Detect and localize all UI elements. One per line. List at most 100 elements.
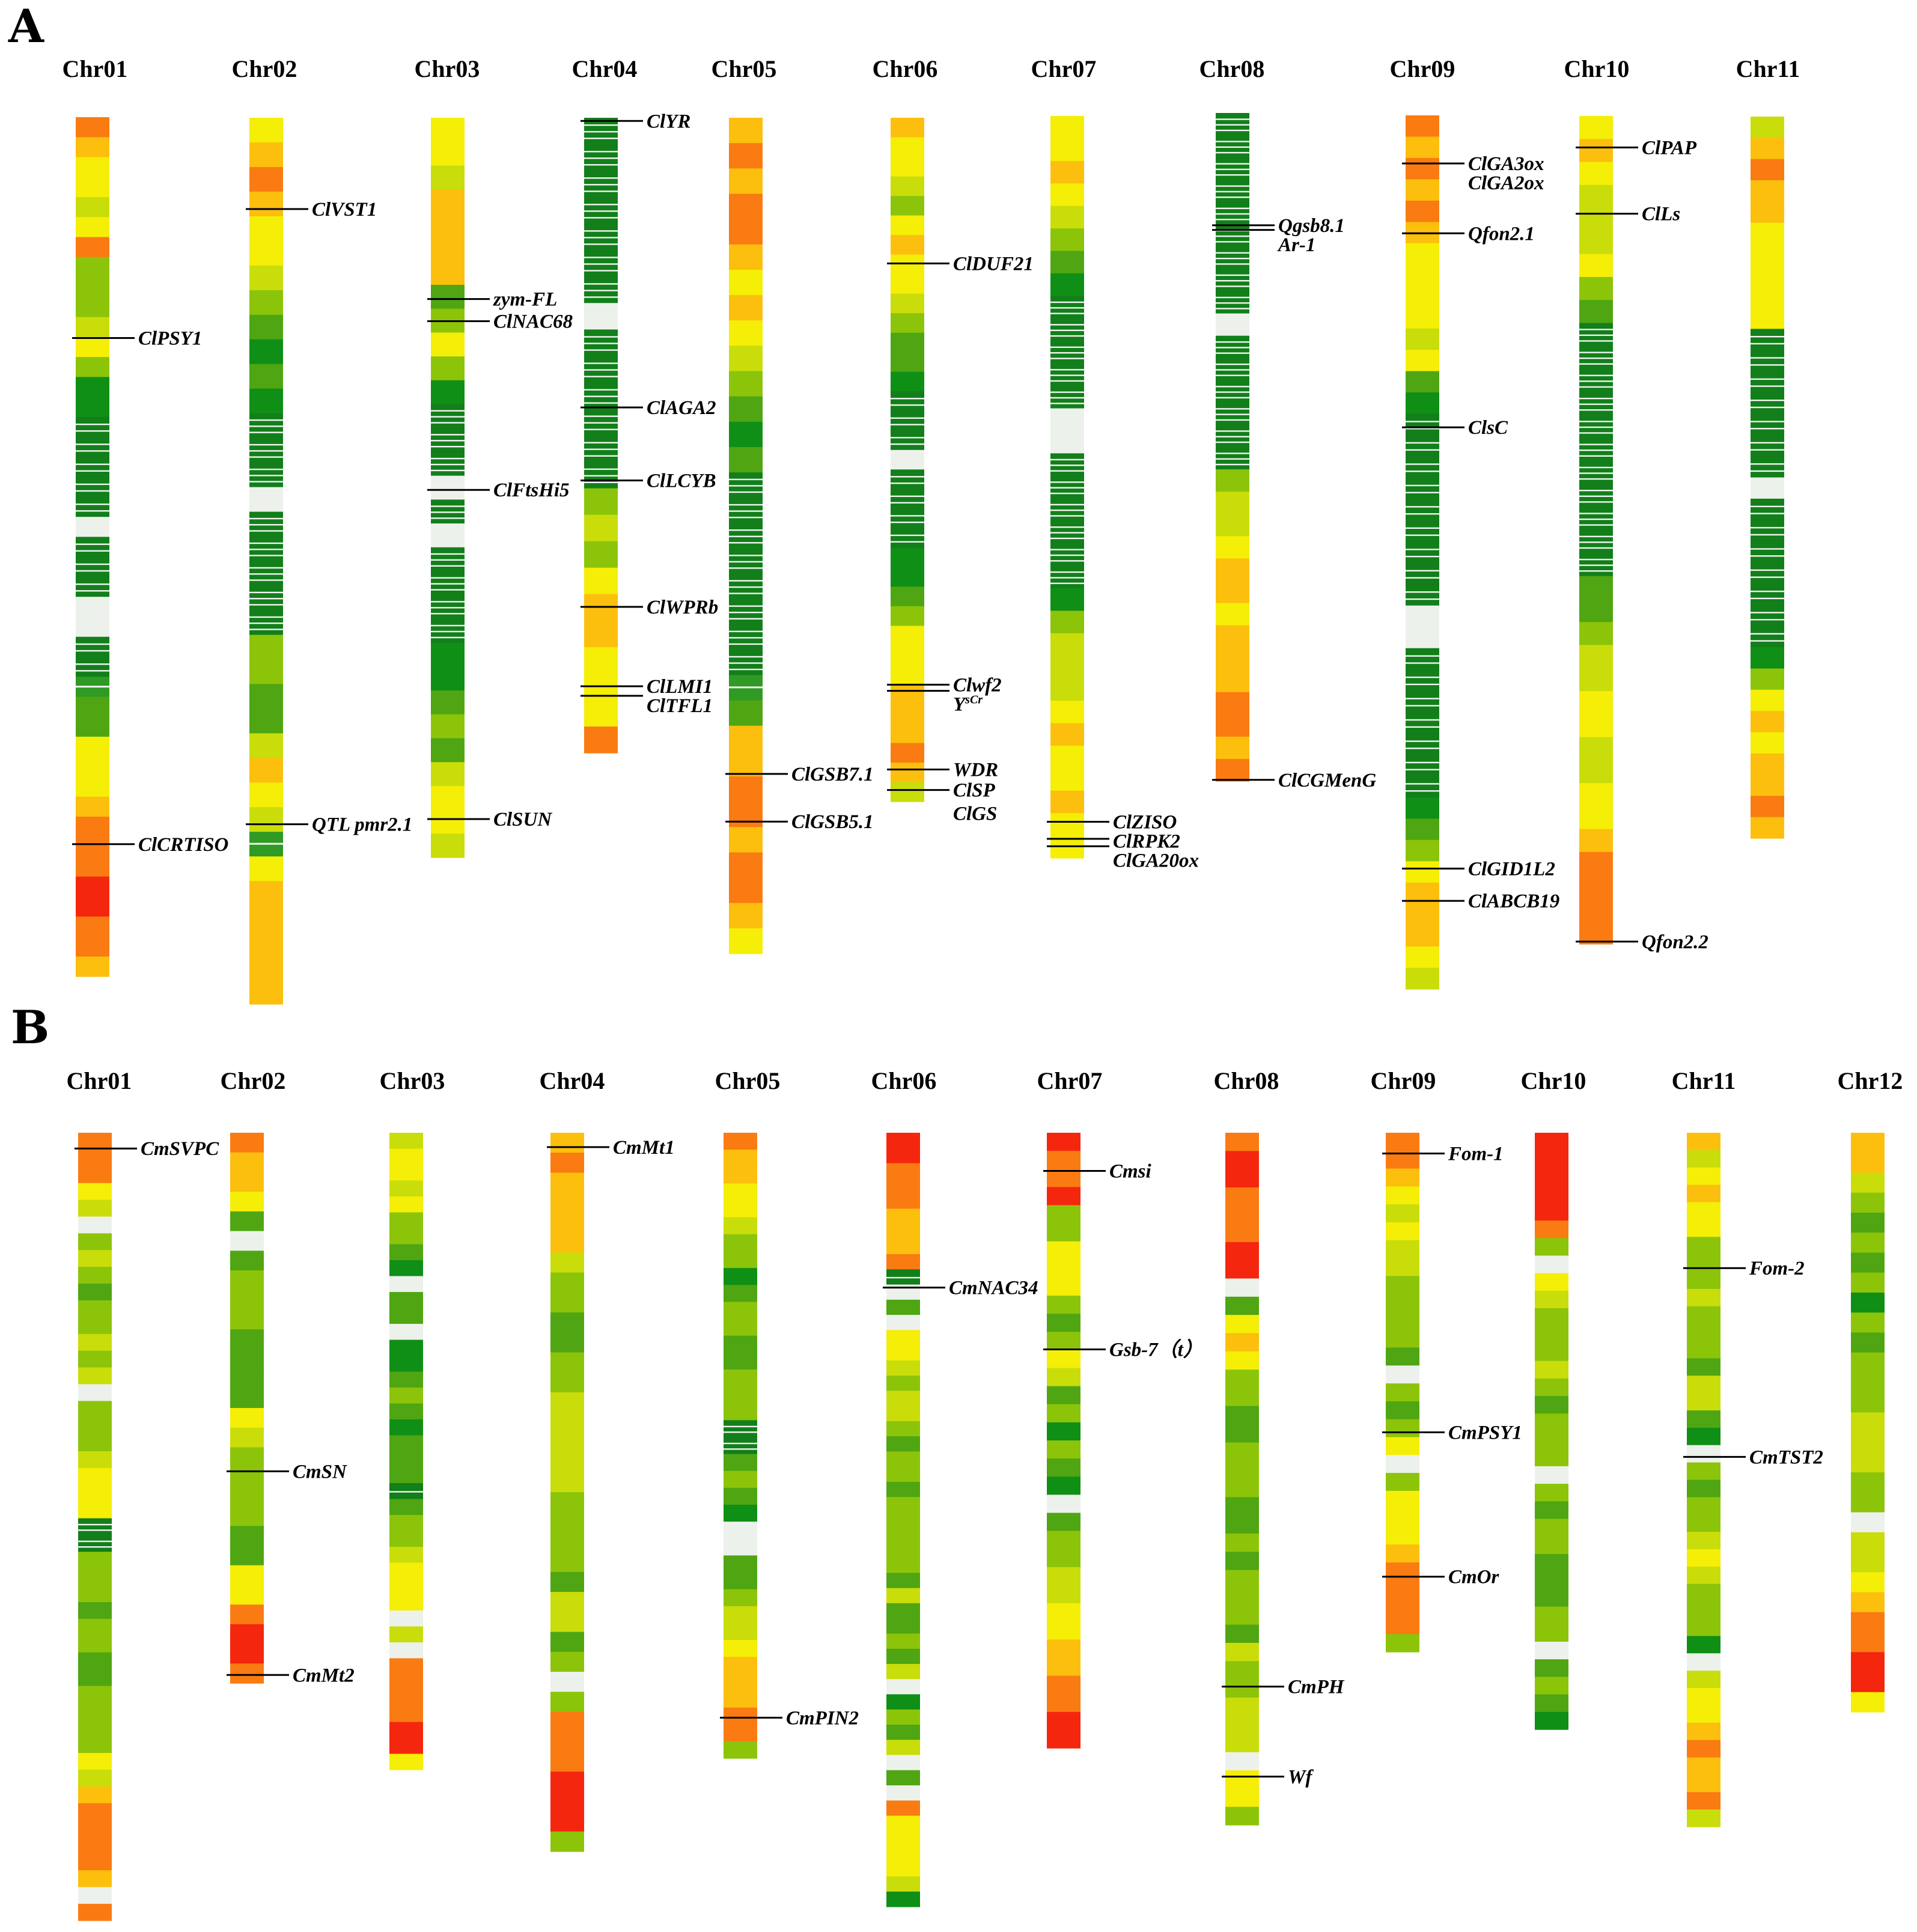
density-band [78,1887,112,1904]
density-band [1687,1323,1720,1342]
low-density-stripe [729,586,763,588]
density-band [1851,1352,1885,1373]
density-band [891,528,924,548]
density-band [1535,1484,1568,1502]
density-band [886,1558,920,1573]
low-density-stripe [249,843,283,845]
density-band [78,1451,112,1469]
density-band [1216,558,1249,581]
density-band [76,137,109,158]
density-band [550,1133,584,1153]
density-band [886,1451,920,1467]
density-band [550,1751,584,1772]
density-band [1047,1549,1080,1568]
density-band [1047,1458,1080,1477]
density-band [891,684,924,705]
low-density-stripe [1751,505,1784,507]
density-band [249,216,283,242]
low-density-stripe [1406,534,1439,536]
low-density-stripe [1406,719,1439,721]
low-density-stripe [584,124,618,126]
density-band [886,1466,920,1483]
density-band [389,1579,423,1595]
density-band [78,1418,112,1435]
low-density-stripe [78,1540,112,1543]
density-band [886,1345,920,1361]
low-density-stripe [431,446,465,448]
low-density-stripe [249,481,283,483]
low-density-stripe [584,243,618,245]
chromosome-title: Chr01 [62,55,128,82]
density-band [78,1284,112,1301]
density-band [729,802,763,827]
gene-label: CmTST2 [1749,1446,1823,1468]
low-density-stripe [1406,598,1439,600]
low-density-stripe [1216,341,1249,343]
density-band [1751,434,1784,457]
density-band [891,157,924,177]
density-band [1386,1580,1419,1599]
density-band [1047,1495,1080,1514]
density-band [1687,1549,1720,1567]
gene-label: CmPH [1288,1677,1345,1698]
density-band [1050,768,1084,791]
chromosome-title: Chr06 [873,55,938,82]
density-band [1687,1601,1720,1620]
low-density-stripe [76,430,109,432]
low-density-stripe [724,1431,757,1433]
low-density-stripe [584,455,618,457]
low-density-stripe [76,443,109,445]
density-band [891,606,924,626]
low-density-stripe [1579,558,1613,561]
density-band [891,118,924,138]
gene-label: Wf [1288,1766,1314,1788]
low-density-stripe [584,336,618,338]
density-band [886,1163,920,1179]
density-band [891,782,924,802]
chromosome-title: Chr12 [1838,1067,1903,1094]
density-band [886,1876,920,1892]
low-density-stripe [729,561,763,563]
low-density-stripe [584,210,618,212]
chromosome-title: Chr10 [1521,1067,1586,1094]
density-band [431,118,465,142]
low-density-stripe [1579,495,1613,497]
density-band [550,1312,584,1333]
density-band [1751,689,1784,712]
density-band [249,118,283,143]
density-band [431,141,465,166]
low-density-stripe [584,204,618,206]
gene-label: ClCGMenG [1278,770,1376,791]
low-density-stripe [1216,302,1249,304]
density-band [78,1367,112,1385]
density-band [1406,690,1439,713]
density-band [724,1403,757,1421]
density-band [1047,1422,1080,1441]
density-band [1216,692,1249,715]
low-density-stripe [431,601,465,603]
density-band [1406,840,1439,862]
density-band [431,165,465,190]
low-density-stripe [76,550,109,552]
density-band [724,1166,757,1184]
density-band [76,357,109,377]
density-band [729,877,763,904]
low-density-stripe [1406,740,1439,742]
density-band [1851,1592,1885,1613]
density-band [1047,1296,1080,1314]
density-band [724,1690,757,1708]
density-band [886,1376,920,1391]
density-band [76,736,109,757]
low-density-stripe [1050,346,1084,348]
chromosome-title: Chr10 [1564,55,1630,82]
low-density-stripe [584,468,618,470]
density-band [1406,392,1439,415]
low-density-stripe [1216,185,1249,187]
density-band [389,1435,423,1452]
density-band [1579,668,1613,692]
low-density-stripe [249,431,283,433]
density-band [76,157,109,178]
low-density-stripe [249,597,283,600]
gene-label: ClYR [647,111,690,132]
